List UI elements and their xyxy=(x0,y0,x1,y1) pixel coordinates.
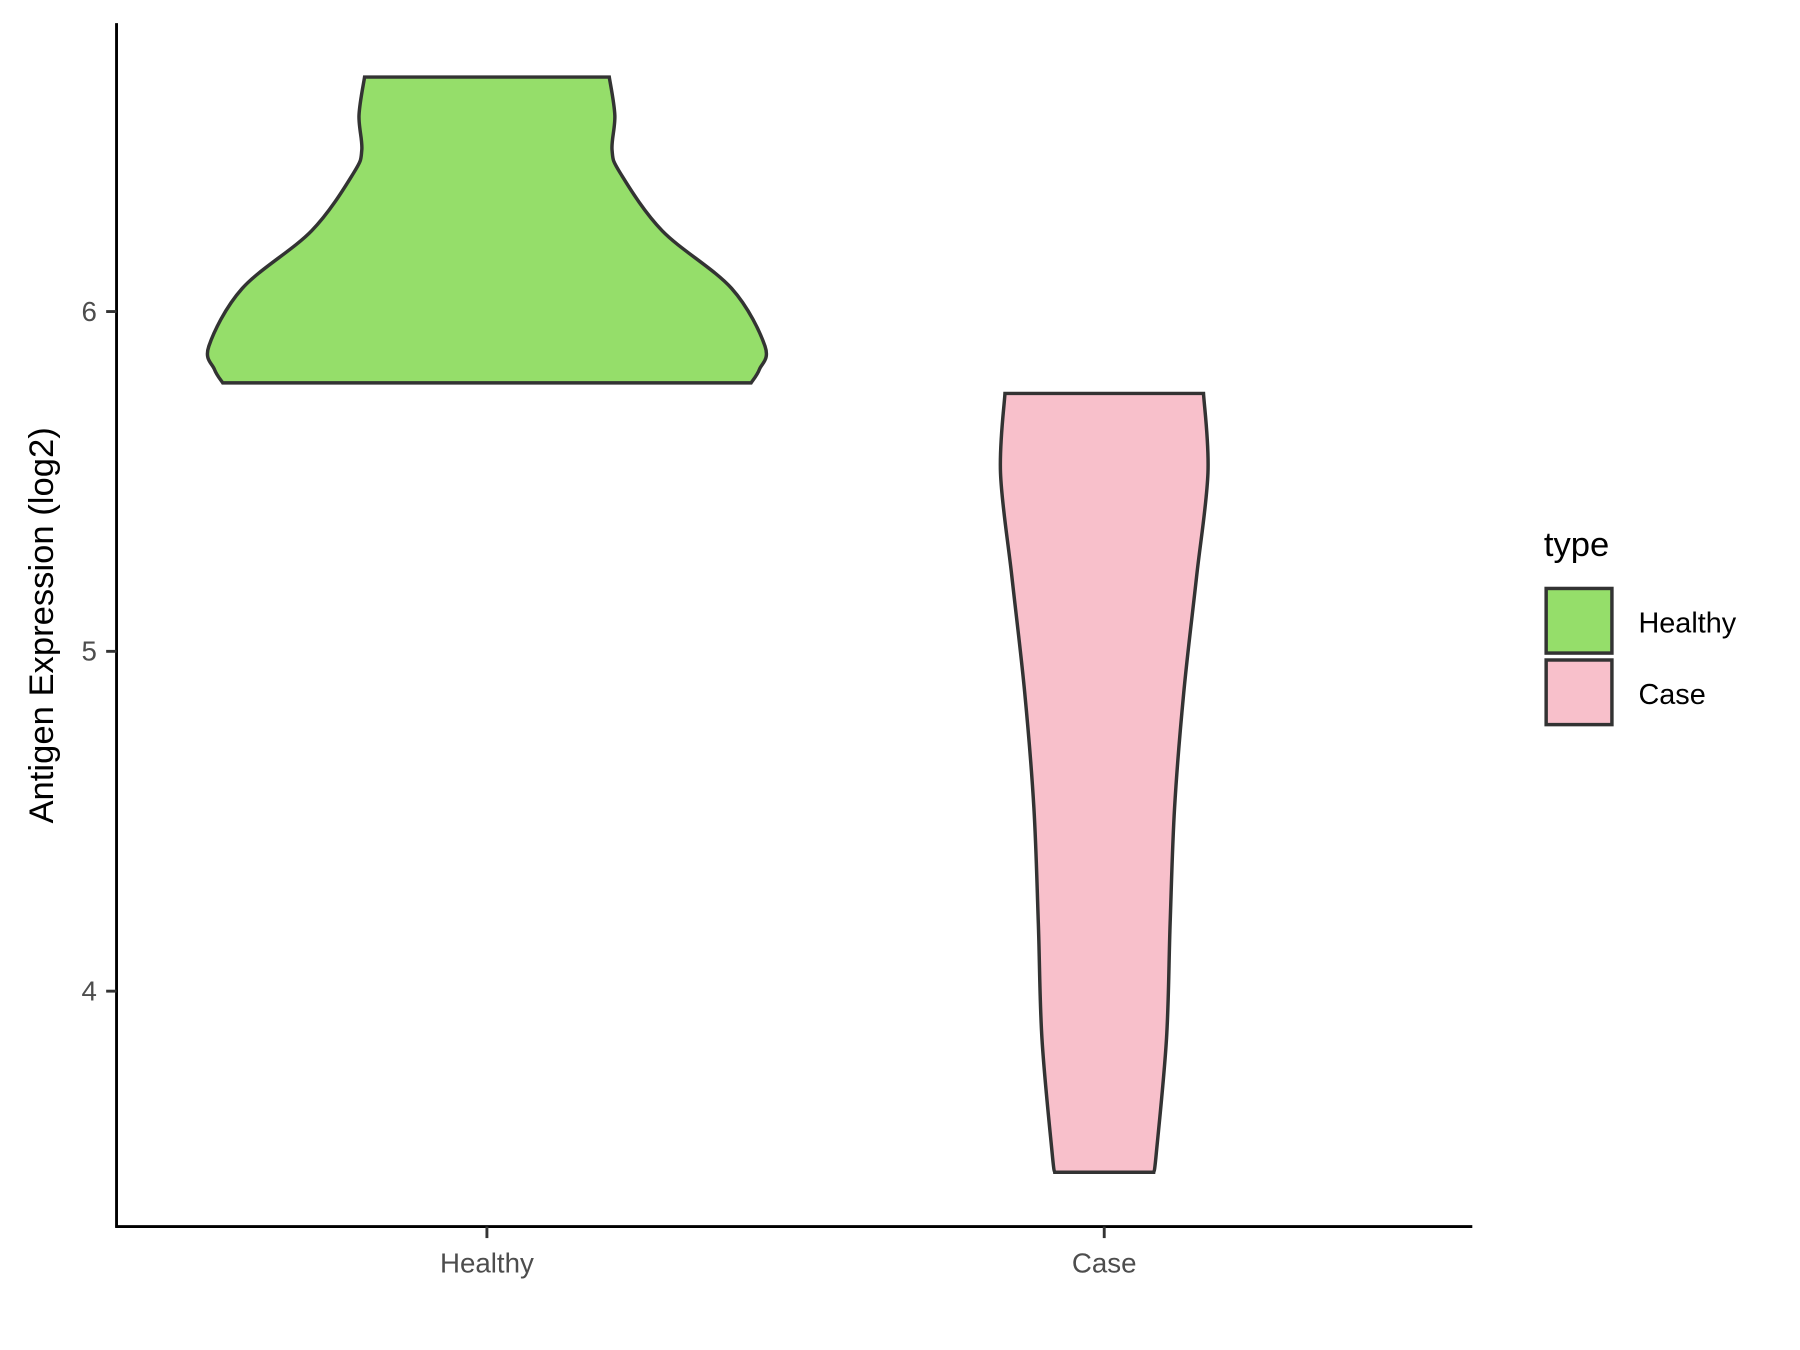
legend: type Healthy Case xyxy=(1544,526,1737,727)
legend-title: type xyxy=(1544,526,1609,564)
violins xyxy=(205,75,1210,1175)
x-ticks: Healthy Case xyxy=(440,1226,1137,1279)
y-tick-label: 6 xyxy=(82,296,97,327)
y-tick-label: 4 xyxy=(82,975,97,1006)
y-tick-label: 5 xyxy=(82,636,97,667)
legend-key-case xyxy=(1544,658,1614,727)
violin-case xyxy=(998,391,1210,1175)
y-ticks: 4 5 6 xyxy=(82,296,117,1006)
legend-key-healthy xyxy=(1544,586,1614,655)
x-tick-label: Healthy xyxy=(440,1248,534,1279)
legend-label-healthy: Healthy xyxy=(1638,607,1736,639)
x-tick-label: Case xyxy=(1072,1248,1137,1279)
y-axis-title: Antigen Expression (log2) xyxy=(23,427,61,823)
legend-label-case: Case xyxy=(1638,679,1705,711)
violin-healthy xyxy=(205,75,769,385)
